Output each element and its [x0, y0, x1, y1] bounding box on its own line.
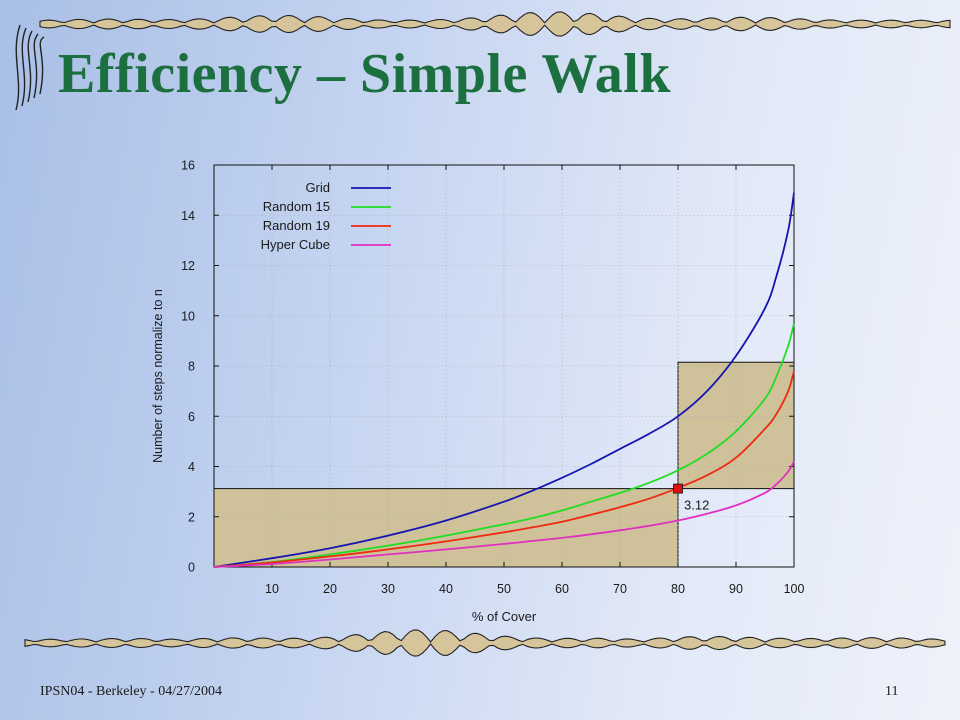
- wave-shape: [24, 629, 946, 657]
- y-tick-label: 10: [181, 309, 195, 323]
- x-tick-label: 30: [381, 582, 395, 596]
- legend-label-3: Random 19: [263, 218, 330, 233]
- x-tick-label: 90: [729, 582, 743, 596]
- series-line-3: [213, 370, 795, 568]
- scribble-shape: [15, 24, 45, 111]
- y-tick-label: 16: [181, 159, 195, 173]
- x-tick-label: 20: [323, 582, 337, 596]
- x-tick-label: 40: [439, 582, 453, 596]
- y-tick-label: 2: [188, 510, 195, 524]
- highlight-region-1: [213, 488, 679, 568]
- bottom-wave-ornament: [24, 629, 946, 657]
- x-axis-label: % of Cover: [472, 609, 537, 624]
- x-tick-label: 60: [555, 582, 569, 596]
- y-tick-label: 12: [181, 259, 195, 273]
- grid-lines: [214, 165, 794, 567]
- x-tick-label: 10: [265, 582, 279, 596]
- series-line-1: [213, 192, 795, 568]
- series-line-2: [213, 323, 795, 568]
- y-tick-label: 6: [188, 410, 195, 424]
- footer-conference: IPSN04 - Berkeley - 04/27/2004: [40, 684, 222, 699]
- slide-title: Efficiency – Simple Walk: [58, 43, 671, 105]
- legend-label-4: Hyper Cube: [261, 237, 330, 252]
- axis-ticks: 10 20 30 40 50 60 70 80 90 100 0 2 4 6 8 10 12 14 16: [181, 159, 804, 597]
- highlight-regions: [213, 361, 795, 568]
- y-axis-label: Number of steps normalize to n: [151, 289, 165, 463]
- annotation: 3.12: [673, 483, 709, 513]
- annotation-marker: [673, 483, 683, 494]
- x-tick-label: 100: [784, 582, 805, 596]
- x-tick-label: 70: [613, 582, 627, 596]
- y-tick-label: 0: [188, 561, 195, 575]
- legend-label-1: Grid: [305, 180, 330, 195]
- y-tick-label: 4: [188, 460, 195, 474]
- y-tick-label: 8: [188, 360, 195, 374]
- wave-shape: [39, 11, 951, 37]
- legend-label-2: Random 15: [263, 199, 330, 214]
- y-tick-label: 14: [181, 209, 195, 223]
- footer-page-number: 11: [885, 684, 899, 699]
- left-scribble-ornament: [15, 24, 45, 111]
- series-line-4: [213, 461, 795, 568]
- x-tick-label: 50: [497, 582, 511, 596]
- top-wave-ornament: [39, 11, 951, 37]
- annotation-label: 3.12: [684, 498, 709, 513]
- x-tick-label: 80: [671, 582, 685, 596]
- legend: Grid Random 15 Random 19 Hyper Cube: [261, 180, 391, 252]
- series-lines: [213, 192, 795, 568]
